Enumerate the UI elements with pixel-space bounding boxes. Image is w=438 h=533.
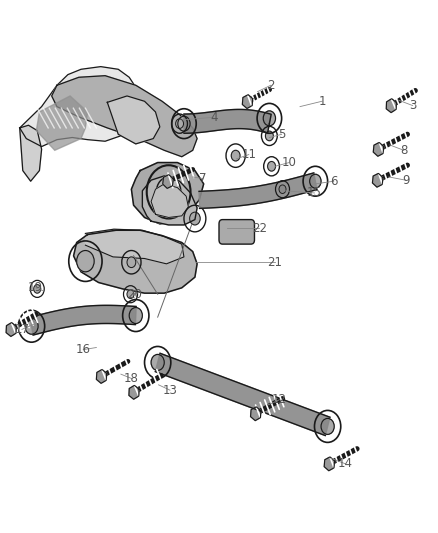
- Text: 10: 10: [282, 156, 297, 169]
- Text: 5: 5: [278, 128, 285, 141]
- Circle shape: [321, 418, 334, 434]
- Polygon shape: [251, 407, 261, 421]
- Polygon shape: [199, 173, 317, 208]
- Text: 4: 4: [210, 111, 218, 124]
- Polygon shape: [30, 305, 136, 335]
- Text: 2: 2: [267, 79, 275, 92]
- Polygon shape: [131, 163, 204, 224]
- Polygon shape: [155, 353, 330, 435]
- Circle shape: [127, 257, 136, 268]
- Text: 21: 21: [268, 256, 283, 269]
- Polygon shape: [74, 230, 197, 293]
- Circle shape: [25, 318, 38, 334]
- Text: 3: 3: [409, 99, 416, 112]
- Circle shape: [263, 111, 276, 126]
- Polygon shape: [36, 96, 88, 150]
- Text: 6: 6: [330, 175, 338, 188]
- Text: 20: 20: [127, 288, 142, 301]
- Text: 17: 17: [14, 323, 29, 336]
- Circle shape: [77, 251, 94, 272]
- Text: 14: 14: [338, 457, 353, 470]
- Polygon shape: [142, 176, 197, 225]
- Circle shape: [176, 119, 184, 128]
- Circle shape: [265, 131, 273, 141]
- Text: 18: 18: [124, 372, 139, 385]
- Circle shape: [268, 161, 276, 171]
- Polygon shape: [129, 385, 139, 399]
- Circle shape: [151, 354, 164, 370]
- Polygon shape: [324, 457, 335, 471]
- Polygon shape: [163, 175, 173, 188]
- Polygon shape: [372, 173, 383, 187]
- Text: 11: 11: [241, 148, 256, 161]
- Text: 16: 16: [76, 343, 91, 356]
- Polygon shape: [151, 184, 188, 217]
- Circle shape: [231, 150, 240, 161]
- Text: 22: 22: [252, 222, 267, 235]
- Text: 8: 8: [400, 144, 407, 157]
- Text: 19: 19: [28, 281, 42, 294]
- Polygon shape: [52, 76, 197, 157]
- Polygon shape: [386, 99, 396, 112]
- Circle shape: [129, 308, 142, 324]
- Text: 13: 13: [162, 384, 177, 397]
- Text: 1: 1: [318, 95, 326, 108]
- Text: 9: 9: [402, 174, 410, 187]
- Polygon shape: [85, 229, 184, 264]
- Circle shape: [127, 290, 134, 298]
- Circle shape: [279, 185, 286, 193]
- Polygon shape: [107, 96, 160, 144]
- Polygon shape: [6, 322, 16, 336]
- Text: 7: 7: [199, 172, 207, 185]
- Text: 15: 15: [307, 187, 322, 199]
- Text: 12: 12: [272, 393, 287, 406]
- Circle shape: [156, 177, 181, 207]
- Polygon shape: [242, 95, 253, 108]
- Circle shape: [190, 212, 200, 225]
- Polygon shape: [184, 109, 271, 133]
- Circle shape: [34, 285, 41, 293]
- Polygon shape: [20, 67, 142, 147]
- Polygon shape: [20, 125, 42, 181]
- Polygon shape: [96, 369, 107, 383]
- Circle shape: [178, 116, 190, 131]
- FancyBboxPatch shape: [219, 220, 254, 244]
- Circle shape: [310, 174, 321, 188]
- Polygon shape: [373, 142, 384, 156]
